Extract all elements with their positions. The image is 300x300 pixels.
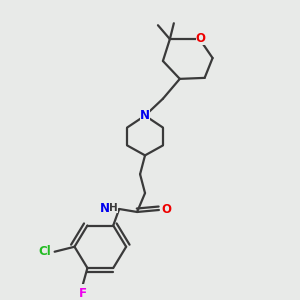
Text: N: N bbox=[100, 202, 110, 214]
Text: N: N bbox=[140, 109, 150, 122]
Text: Cl: Cl bbox=[38, 245, 51, 258]
Text: O: O bbox=[161, 203, 171, 217]
Text: H: H bbox=[109, 203, 118, 213]
Text: O: O bbox=[196, 32, 206, 45]
Text: F: F bbox=[79, 287, 86, 300]
